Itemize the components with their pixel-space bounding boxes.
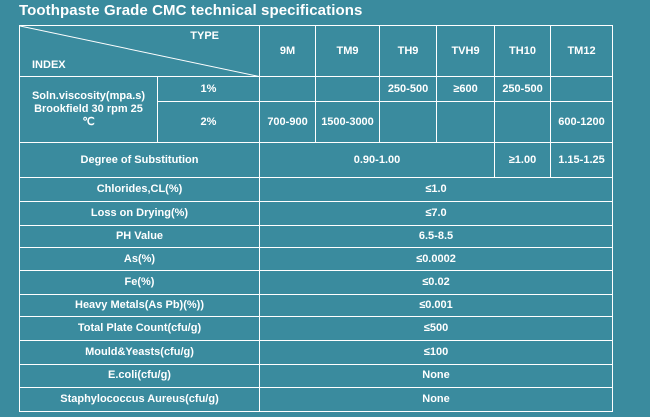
spec-row-mould-yeasts: Mould&Yeasts(cfu/g) ≤100 bbox=[19, 339, 613, 365]
viscosity-cell bbox=[315, 76, 380, 103]
spec-label: Heavy Metals(As Pb)(%)) bbox=[19, 293, 260, 318]
viscosity-row-1pct: Soln.viscosity(mpa.s) Brookfield 30 rpm … bbox=[19, 76, 613, 144]
spec-row-staphylococcus: Staphylococcus Aureus(cfu/g) None bbox=[19, 387, 613, 412]
spec-label: Fe(%) bbox=[19, 269, 260, 295]
viscosity-label-line1: Soln.viscosity(mpa.s) bbox=[31, 90, 146, 103]
viscosity-cell: ≥600 bbox=[436, 76, 495, 103]
spec-label: E.coli(cfu/g) bbox=[19, 363, 260, 389]
substitution-common-value: 0.90-1.00 bbox=[259, 142, 495, 179]
header-row: TYPE INDEX 9M TM9 TH9 TVH9 TH10 TM12 bbox=[19, 24, 613, 78]
viscosity-cell: 250-500 bbox=[494, 76, 551, 103]
spec-table: TYPE INDEX 9M TM9 TH9 TVH9 TH10 TM12 Sol… bbox=[19, 24, 613, 412]
spec-label: Total Plate Count(cfu/g) bbox=[19, 316, 260, 341]
spec-label: Staphylococcus Aureus(cfu/g) bbox=[19, 387, 260, 412]
spec-value: 6.5-8.5 bbox=[259, 224, 613, 249]
viscosity-cell bbox=[494, 101, 551, 144]
spec-row-ecoli: E.coli(cfu/g) None bbox=[19, 363, 613, 389]
col-header-tm9: TM9 bbox=[315, 24, 380, 78]
spec-label: Chlorides,CL(%) bbox=[19, 177, 260, 202]
spec-value: ≤7.0 bbox=[259, 200, 613, 226]
col-header-th9: TH9 bbox=[379, 24, 437, 78]
spec-value: ≤0.02 bbox=[259, 269, 613, 295]
spec-value: None bbox=[259, 363, 613, 389]
page-title: Toothpaste Grade CMC technical specifica… bbox=[19, 2, 363, 19]
spec-row-as: As(%) ≤0.0002 bbox=[19, 247, 613, 271]
substitution-label: Degree of Substitution bbox=[19, 142, 260, 179]
concentration-1pct: 1% bbox=[157, 76, 260, 103]
substitution-row: Degree of Substitution 0.90-1.00 ≥1.00 1… bbox=[19, 142, 613, 179]
spec-label: PH Value bbox=[19, 224, 260, 249]
concentration-2pct: 2% bbox=[157, 101, 260, 144]
spec-value: ≤500 bbox=[259, 316, 613, 341]
viscosity-label: Soln.viscosity(mpa.s) Brookfield 30 rpm … bbox=[19, 76, 158, 144]
col-header-th10: TH10 bbox=[494, 24, 551, 78]
viscosity-cell: 600-1200 bbox=[550, 101, 613, 144]
spec-label: Mould&Yeasts(cfu/g) bbox=[19, 339, 260, 365]
col-header-tm12: TM12 bbox=[550, 24, 613, 78]
spec-label: Loss on Drying(%) bbox=[19, 200, 260, 226]
index-label: INDEX bbox=[32, 59, 66, 72]
spec-row-heavy-metals: Heavy Metals(As Pb)(%)) ≤0.001 bbox=[19, 293, 613, 318]
col-header-9m: 9M bbox=[259, 24, 316, 78]
header-corner-cell: TYPE INDEX bbox=[19, 24, 260, 78]
viscosity-cell: 250-500 bbox=[379, 76, 437, 103]
type-label: TYPE bbox=[190, 30, 219, 42]
substitution-tm12-value: 1.15-1.25 bbox=[550, 142, 613, 179]
spec-row-chlorides: Chlorides,CL(%) ≤1.0 bbox=[19, 177, 613, 202]
spec-label: As(%) bbox=[19, 247, 260, 271]
viscosity-label-line2: Brookfield 30 rpm 25 bbox=[34, 103, 143, 116]
spec-row-ph: PH Value 6.5-8.5 bbox=[19, 224, 613, 249]
viscosity-cell bbox=[436, 101, 495, 144]
viscosity-row-2pct: 2% 700-900 1500-3000 600-1200 bbox=[20, 101, 613, 144]
spec-value: ≤0.001 bbox=[259, 293, 613, 318]
viscosity-label-line3: ℃ bbox=[82, 116, 95, 129]
viscosity-cell: 700-900 bbox=[259, 101, 316, 144]
viscosity-cell bbox=[379, 101, 437, 144]
spec-value: ≤100 bbox=[259, 339, 613, 365]
viscosity-cell bbox=[259, 76, 316, 103]
viscosity-cell: 1500-3000 bbox=[315, 101, 380, 144]
spec-row-total-plate-count: Total Plate Count(cfu/g) ≤500 bbox=[19, 316, 613, 341]
col-header-tvh9: TVH9 bbox=[436, 24, 495, 78]
spec-row-fe: Fe(%) ≤0.02 bbox=[19, 269, 613, 295]
spec-value: None bbox=[259, 387, 613, 412]
substitution-th10-value: ≥1.00 bbox=[494, 142, 551, 179]
viscosity-cell bbox=[550, 76, 613, 103]
diagonal-divider bbox=[20, 26, 259, 76]
spec-value: ≤0.0002 bbox=[259, 247, 613, 271]
spec-row-loss-on-drying: Loss on Drying(%) ≤7.0 bbox=[19, 200, 613, 226]
spec-value: ≤1.0 bbox=[259, 177, 613, 202]
